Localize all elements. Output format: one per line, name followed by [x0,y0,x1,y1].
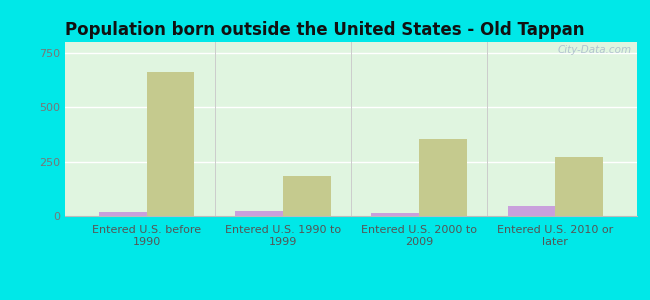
Bar [283,176,331,216]
Bar [147,72,194,216]
Text: City-Data.com: City-Data.com [557,46,631,56]
Bar [419,139,467,216]
Bar [371,213,419,216]
Text: Population born outside the United States - Old Tappan: Population born outside the United State… [65,21,585,39]
Bar [508,206,555,216]
Bar [555,157,603,216]
Bar [99,212,147,216]
Bar [235,211,283,216]
